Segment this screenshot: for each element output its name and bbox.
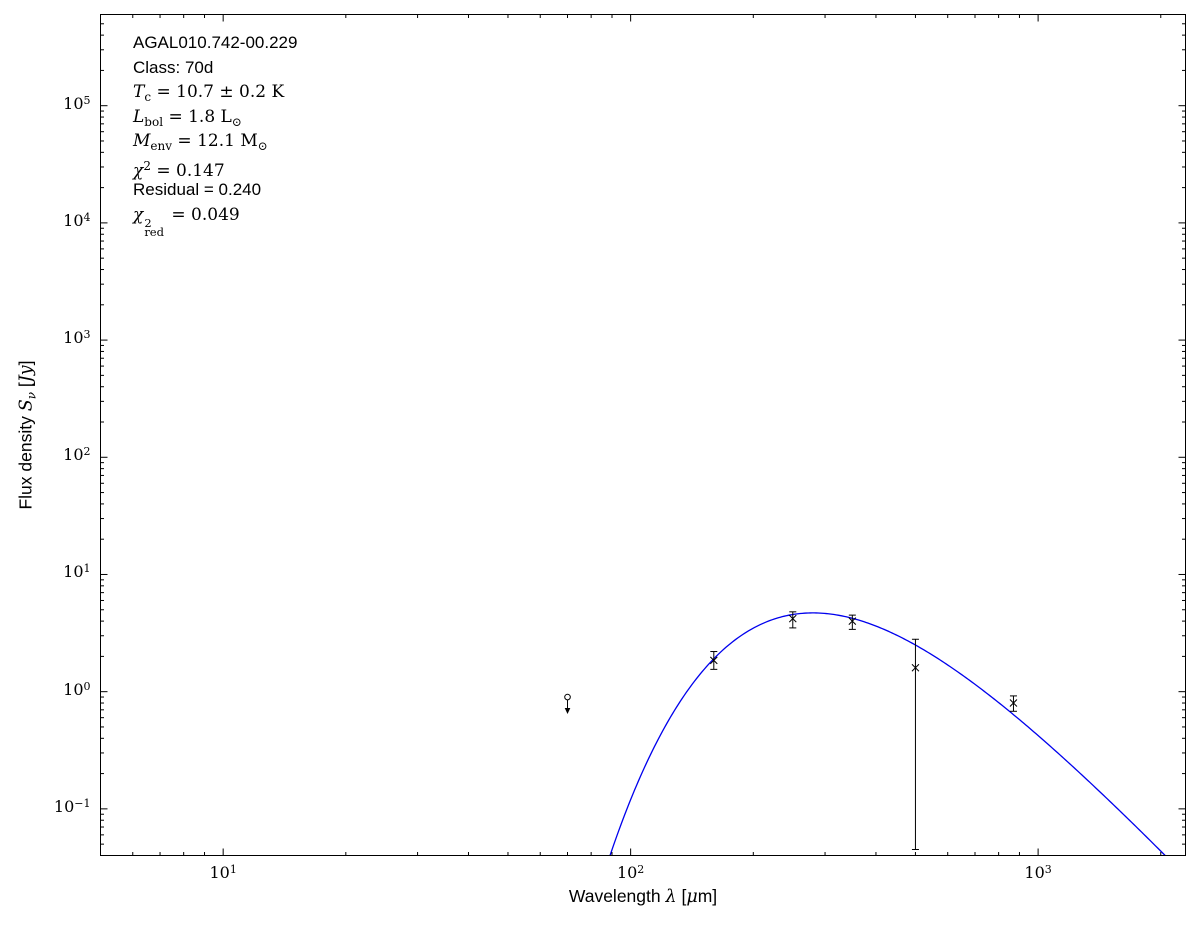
stacked-supsub: 2 red [144, 215, 164, 239]
annotation-line: χ2 = 0.147 [133, 158, 225, 181]
x-tick-label: 102 [616, 862, 645, 882]
x-marker [788, 614, 797, 623]
y-tick-label: 101 [63, 562, 91, 582]
x-marker [1009, 699, 1018, 707]
y-tick-label: 105 [63, 93, 91, 113]
annotation-line: Lbol = 1.8 L⊙ [133, 106, 242, 129]
y-tick-label: 104 [63, 210, 91, 230]
annotation-line: Tc = 10.7 ± 0.2 K [133, 82, 285, 104]
x-tick-label: 103 [1024, 862, 1052, 882]
limit-circle [564, 693, 571, 701]
annotation-line: Menv = 12.1 M⊙ [133, 131, 268, 153]
annotation-line: Residual = 0.240 [133, 180, 262, 199]
limit-arrow-head [564, 708, 571, 715]
annotation-line: AGAL010.742-00.229 [133, 33, 298, 52]
model-curve [609, 612, 1167, 856]
y-tick-label: 100 [63, 679, 91, 699]
data-point [788, 611, 797, 629]
y-tick-label: 102 [63, 445, 91, 465]
y-axis-label: Flux density Sν [Jy] [15, 360, 39, 510]
annotation-line: Class: 70d [133, 57, 214, 77]
fit-annotation-block: AGAL010.742-00.229 Class: 70d Tc = 10.7 ± … [133, 31, 298, 239]
x-tick-label: 101 [209, 862, 237, 882]
axis-ticks [100, 14, 1186, 856]
data-point [911, 638, 920, 851]
x-marker [911, 663, 920, 672]
data-point [848, 614, 857, 630]
y-tick-label: 10−1 [53, 796, 91, 816]
data-point [1009, 695, 1018, 712]
x-marker [848, 617, 857, 625]
upper-limit-marker [564, 693, 571, 715]
x-axis-label: Wavelength λ [μm] [568, 886, 718, 907]
plot-frame [100, 14, 1186, 856]
data-point [709, 651, 718, 670]
annotation-line: χ 2 red = 0.049 [133, 204, 240, 239]
y-tick-label: 103 [63, 328, 91, 348]
x-marker [709, 656, 718, 665]
